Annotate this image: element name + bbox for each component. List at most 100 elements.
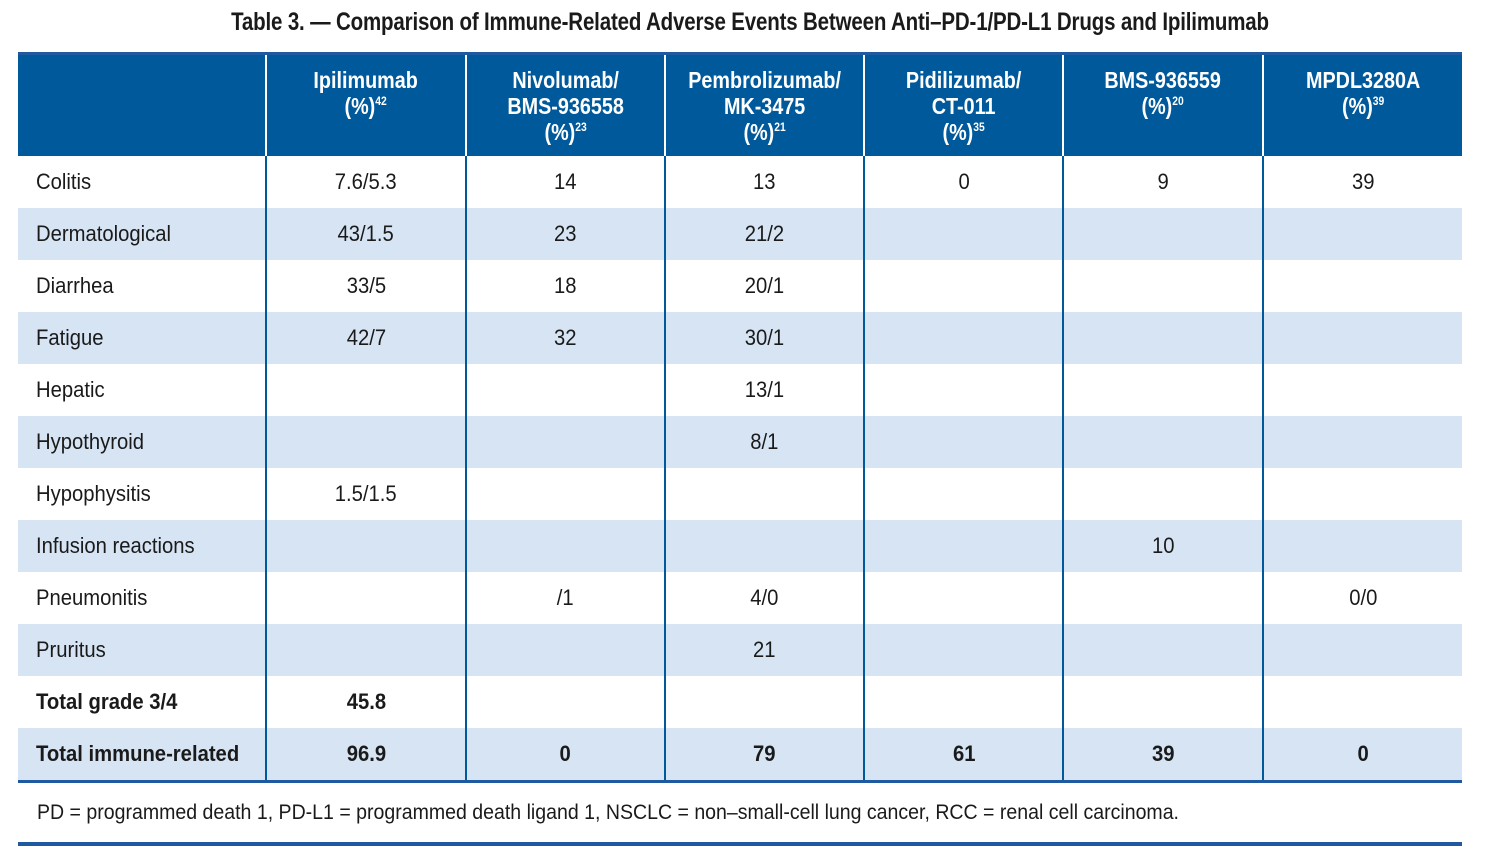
cell-value: 23: [553, 221, 577, 246]
value-cell: [863, 676, 1064, 728]
reference-superscript: 21: [774, 120, 786, 134]
column-header-text: MK-3475: [723, 93, 806, 119]
reference-superscript: 35: [973, 120, 985, 134]
table-row: Pruritus 21: [18, 624, 1462, 676]
value-cell: 13: [663, 156, 865, 208]
value-cell: [464, 468, 665, 520]
cell-value: 13/1: [744, 377, 785, 402]
value-cell: [863, 364, 1064, 416]
row-label-cell: Dermatological: [18, 208, 267, 260]
column-header-text: BMS-936559: [1104, 67, 1222, 93]
value-cell: 0: [1261, 728, 1462, 782]
value-cell: 13/1: [663, 364, 865, 416]
reference-superscript: 23: [574, 120, 587, 134]
value-cell: 39: [1261, 156, 1462, 208]
value-cell: 4/0: [663, 572, 865, 624]
value-cell: 96.9: [265, 728, 466, 782]
value-cell: [863, 416, 1064, 468]
cell-value: 20/1: [744, 273, 785, 298]
cell-value: 9: [1157, 169, 1169, 194]
value-cell: 9: [1062, 156, 1263, 208]
row-label: Infusion reactions: [36, 533, 195, 558]
bottom-rule: [18, 842, 1462, 846]
value-cell: 7.6/5.3: [265, 156, 466, 208]
value-cell: [1062, 468, 1263, 520]
value-cell: [863, 208, 1064, 260]
value-cell: [1261, 520, 1462, 572]
reference-superscript: 20: [1172, 94, 1185, 108]
cell-value: 96.9: [346, 741, 386, 766]
cell-value: 42/7: [346, 325, 386, 350]
column-header-line: Ipilimumab: [281, 67, 451, 93]
table-row: Hepatic 13/1: [18, 364, 1462, 416]
column-header-text: CT-011: [931, 93, 996, 119]
value-cell: [1261, 364, 1462, 416]
cell-value: /1: [556, 585, 574, 610]
row-label-cell: Infusion reactions: [18, 520, 267, 572]
table-row: Hypophysitis 1.5/1.5: [18, 468, 1462, 520]
row-label-cell: Diarrhea: [18, 260, 267, 312]
column-header-line: CT-011: [879, 93, 1049, 119]
value-cell: [1261, 676, 1462, 728]
value-cell: 42/7: [265, 312, 466, 364]
table-row: Total immune-related 96.9 0 79 61 39 0: [18, 728, 1462, 782]
row-label: Pneumonitis: [36, 585, 148, 610]
value-cell: 8/1: [663, 416, 865, 468]
cell-value: 39: [1351, 169, 1375, 194]
column-header: Ipilimumab (%)42: [265, 53, 466, 156]
table-row: Diarrhea 33/5 18 20/1: [18, 260, 1462, 312]
column-header: Pidilizumab/CT-011 (%)35: [863, 53, 1064, 156]
table-row: Infusion reactions 10: [18, 520, 1462, 572]
cell-value: 61: [952, 741, 976, 766]
footnote: PD = programmed death 1, PD-L1 = program…: [37, 801, 1179, 824]
table-row: Dermatological 43/1.5 23 21/2: [18, 208, 1462, 260]
cell-value: 45.8: [346, 689, 386, 714]
cell-value: 0: [1357, 741, 1369, 766]
value-cell: [265, 416, 466, 468]
value-cell: 79: [663, 728, 865, 782]
column-header-text: (%): [1341, 93, 1373, 119]
value-cell: [1062, 624, 1263, 676]
cell-value: 7.6/5.3: [335, 169, 397, 194]
value-cell: 32: [464, 312, 665, 364]
row-label-cell: Hypothyroid: [18, 416, 267, 468]
value-cell: 0: [464, 728, 665, 782]
value-cell: [464, 364, 665, 416]
column-header-line: BMS-936559: [1078, 67, 1248, 93]
row-label-cell: Pruritus: [18, 624, 267, 676]
cell-value: 1.5/1.5: [335, 481, 397, 506]
column-header-line: Pembrolizumab/: [680, 67, 850, 93]
column-header-text: Pembrolizumab/: [688, 67, 841, 93]
cell-value: 0: [958, 169, 970, 194]
column-header-label: MPDL3280A (%)39: [1278, 55, 1449, 119]
cell-value: 8/1: [750, 429, 779, 454]
value-cell: [863, 468, 1064, 520]
cell-value: 30/1: [744, 325, 785, 350]
header-corner: [18, 53, 267, 156]
column-header-label: Pembrolizumab/MK-3475 (%)21: [680, 55, 850, 145]
value-cell: 33/5: [265, 260, 466, 312]
value-cell: 43/1.5: [265, 208, 466, 260]
cell-value: 21: [753, 637, 776, 662]
value-cell: [1062, 260, 1263, 312]
value-cell: [1261, 260, 1462, 312]
value-cell: 0: [863, 156, 1064, 208]
value-cell: 45.8: [265, 676, 466, 728]
value-cell: [1062, 572, 1263, 624]
value-cell: /1: [464, 572, 665, 624]
value-cell: [1062, 208, 1263, 260]
value-cell: [1062, 676, 1263, 728]
value-cell: [265, 520, 466, 572]
cell-value: 13: [753, 169, 776, 194]
value-cell: [863, 520, 1064, 572]
column-header-label: BMS-936559 (%)20: [1078, 55, 1248, 119]
column-header-text: MPDL3280A: [1305, 67, 1420, 93]
value-cell: [265, 364, 466, 416]
table-row: Fatigue 42/7 32 30/1: [18, 312, 1462, 364]
column-header-line: (%)42: [281, 93, 451, 119]
row-label-cell: Fatigue: [18, 312, 267, 364]
value-cell: [663, 468, 865, 520]
value-cell: [663, 676, 865, 728]
column-header: Nivolumab/BMS-936558 (%)23: [464, 53, 665, 156]
row-label: Total grade 3/4: [36, 689, 178, 714]
